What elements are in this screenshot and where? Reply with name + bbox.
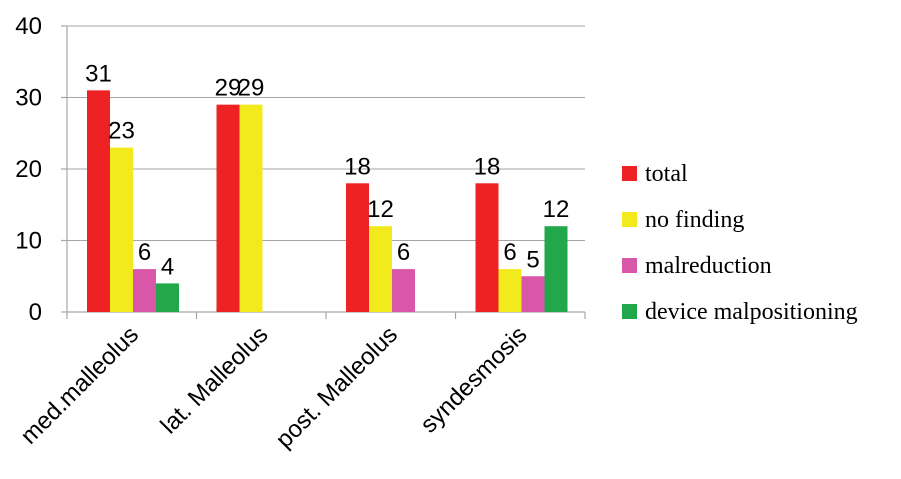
data-label-device-malpositioning-med-malleolus: 4: [161, 253, 174, 280]
bar-malreduction-med-malleolus: [133, 269, 156, 312]
data-label-no-finding-post-malleolus: 12: [367, 196, 394, 223]
bar-malreduction-post-malleolus: [392, 269, 415, 312]
data-label-device-malpositioning-syndesmosis: 12: [543, 196, 570, 223]
data-label-total-post-malleolus: 18: [344, 153, 371, 180]
data-label-no-finding-syndesmosis: 6: [503, 239, 516, 266]
bars: [87, 90, 568, 313]
legend: total no finding malreduction device malpos…: [622, 161, 858, 325]
bar-no-finding-lat-malleolus: [239, 104, 263, 313]
data-label-malreduction-med-malleolus: 6: [138, 239, 151, 266]
x-tick-label-syndesmosis: syndesmosis: [415, 321, 532, 438]
y-tick-label-40: 40: [15, 13, 42, 40]
bar-device-malpositioning-syndesmosis: [544, 226, 568, 312]
data-label-total-med-malleolus: 31: [85, 60, 112, 87]
y-tick-label-20: 20: [15, 156, 42, 183]
x-tick-label-lat-malleolus: lat. Malleolus: [155, 321, 273, 439]
bar-total-syndesmosis: [475, 183, 499, 312]
data-label-malreduction-syndesmosis: 5: [526, 246, 539, 273]
legend-label-no-finding: no finding: [645, 207, 744, 233]
data-label-malreduction-post-malleolus: 6: [397, 239, 410, 266]
legend-label-malreduction: malreduction: [645, 253, 772, 279]
x-tick-label-med-malleolus: med.malleolus: [15, 321, 144, 450]
bar-no-finding-post-malleolus: [369, 226, 392, 312]
y-tick-label-30: 30: [15, 85, 42, 112]
legend-label-total: total: [645, 161, 688, 187]
bar-total-lat-malleolus: [216, 104, 240, 313]
data-label-no-finding-lat-malleolus: 29: [238, 75, 265, 102]
y-tick-label-0: 0: [29, 299, 42, 326]
bar-total-post-malleolus: [346, 183, 369, 312]
x-tick-label-post-malleolus: post. Malleolus: [271, 321, 403, 453]
legend-swatch-no-finding: [622, 212, 637, 227]
bar-device-malpositioning-med-malleolus: [156, 283, 179, 312]
y-tick-label-10: 10: [15, 228, 42, 255]
gridlines: [67, 25, 585, 241]
bar-malreduction-syndesmosis: [521, 276, 545, 312]
legend-swatch-device-malpositioning: [622, 304, 637, 319]
legend-label-device-malpositioning: device malpositioning: [645, 299, 858, 325]
data-label-total-syndesmosis: 18: [474, 153, 501, 180]
legend-swatch-total: [622, 166, 637, 181]
bar-total-med-malleolus: [87, 90, 110, 312]
legend-swatch-malreduction: [622, 258, 637, 273]
bar-no-finding-syndesmosis: [498, 269, 522, 312]
bar-no-finding-med-malleolus: [110, 147, 133, 312]
data-label-total-lat-malleolus: 29: [215, 75, 242, 102]
data-label-no-finding-med-malleolus: 23: [108, 118, 135, 145]
